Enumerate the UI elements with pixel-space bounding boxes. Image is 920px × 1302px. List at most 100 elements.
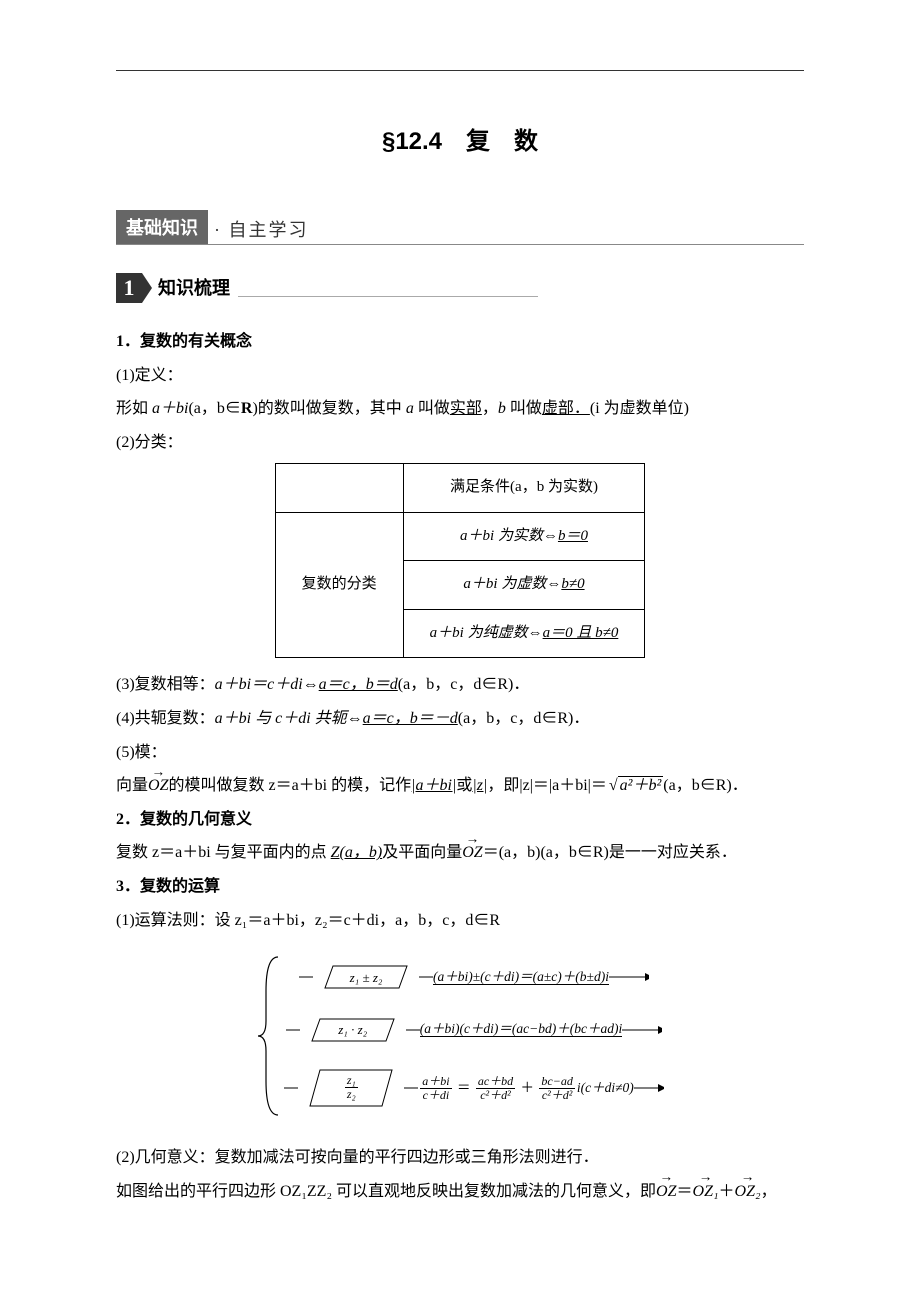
num: z₁	[345, 1074, 358, 1088]
vector-oz2: OZ₂	[735, 1175, 761, 1209]
section-sub: · 自主学习	[214, 216, 309, 244]
heading-3: 3．复数的运算	[116, 870, 804, 904]
para-def-label: (1)定义：	[116, 359, 804, 393]
formula: (a＋bi)(c＋di)＝(ac−bd)＋(bc＋ad)i	[420, 1015, 623, 1043]
sub-num-wrap: 1	[116, 273, 152, 303]
t: 形如	[116, 400, 152, 417]
radicand: a²＋b²	[618, 776, 664, 794]
var-a: a	[406, 400, 414, 417]
connector-icon	[419, 964, 433, 990]
t: a＋bi 为实数⇔	[460, 528, 558, 544]
num: bc−ad	[539, 1075, 574, 1089]
td-left: 复数的分类	[275, 512, 403, 658]
top-rule	[116, 70, 804, 71]
table-row: 满足条件(a，b 为实数)	[275, 464, 645, 513]
sub-label: 知识梳理	[158, 273, 230, 303]
box-label: z₁ z₂	[308, 1068, 394, 1108]
section-header: 基础知识 · 自主学习	[116, 210, 804, 245]
t: ，	[482, 400, 498, 417]
subsection-header: 1 知识梳理	[116, 273, 804, 303]
brace-icon	[256, 951, 284, 1121]
t: 叫做	[506, 400, 542, 417]
formula: (a＋bi)±(c＋di)＝(a±c)＋(b±d)i	[433, 963, 609, 991]
t: 及平面向量	[382, 844, 462, 861]
sqrt-icon: √a²＋b²	[607, 769, 663, 803]
den: c²＋d²	[478, 1089, 513, 1102]
parallelogram-icon: z₁ z₂	[308, 1068, 394, 1108]
t: (i 为虚数单位)	[590, 400, 689, 417]
th-cond: 满足条件(a，b 为实数)	[403, 464, 645, 513]
t: ，即|z|＝|a＋bi|＝	[487, 777, 606, 794]
para-class-label: (2)分类：	[116, 426, 804, 460]
para-def: 形如 a＋bi(a，b∈R)的数叫做复数，其中 a 叫做实部，b 叫做虚部．(i…	[116, 392, 804, 426]
t: ＝(a，b)(a，b∈R)是一一对应关系．	[483, 844, 737, 861]
para-5: 向量OZ的模叫做复数 z＝a＋bi 的模，记作|a＋bi|或|z|，即|z|＝|…	[116, 769, 804, 803]
td-r1: a＋bi 为实数⇔b＝0	[403, 512, 645, 561]
sub-triangle-icon	[142, 273, 152, 303]
rhs: (a＋bi)(c＋di)＝(ac−bd)＋(bc＋ad)i	[420, 1021, 623, 1037]
t: a＋bi 为纯虚数⇔	[430, 625, 543, 641]
u: a＝c，b＝d	[319, 676, 398, 693]
tail: (a，b，c，d∈R)．	[458, 710, 590, 727]
body: 1．复数的有关概念 (1)定义： 形如 a＋bi(a，b∈R)的数叫做复数，其中…	[116, 325, 804, 1208]
connector-icon	[299, 964, 313, 990]
expr: a＋bi 与 c＋di 共轭⇔	[215, 710, 363, 727]
rhs: (a＋bi)±(c＋di)＝(a±c)＋(b±d)i	[433, 969, 609, 985]
u: a＝0 且 b≠0	[543, 625, 619, 641]
frac: z₁ z₂	[345, 1074, 358, 1101]
t: 如图给出的平行四边形 OZ₁ZZ₂ 可以直观地反映出复数加减法的几何意义，即	[116, 1183, 656, 1200]
t: 向量	[116, 777, 148, 794]
t: 的模叫做复数 z＝a＋bi 的模，记作	[168, 777, 411, 794]
expr-abi: a＋bi	[152, 400, 188, 417]
sub-rule	[238, 273, 538, 297]
connector-icon	[286, 1017, 300, 1043]
u: b≠0	[561, 576, 584, 592]
ops-row-1: z₁ ± z₂ (a＋bi)±(c＋di)＝(a±c)＋(b±d)i	[284, 963, 664, 991]
t: a＋bi 为虚数⇔	[463, 576, 561, 592]
set-R: R	[241, 400, 253, 417]
plus: ＋	[719, 1183, 735, 1200]
para-4: (4)共轭复数：a＋bi 与 c＋di 共轭⇔a＝c，b＝－d(a，b，c，d∈…	[116, 702, 804, 736]
ops-rows: z₁ ± z₂ (a＋bi)±(c＋di)＝(a±c)＋(b±d)i z₁ · …	[284, 951, 664, 1121]
u-real: 实部	[450, 400, 482, 417]
vector-oz: OZ	[148, 769, 168, 803]
td-r2: a＋bi 为虚数⇔b≠0	[403, 561, 645, 610]
box-label: z₁ ± z₂	[323, 964, 409, 990]
frac2: bc−ad c²＋d²	[539, 1075, 574, 1102]
expr: a＋bi＝c＋di⇔	[215, 676, 319, 693]
u: b＝0	[558, 528, 588, 544]
eq: ＝	[454, 1080, 474, 1095]
vector-oz1: OZ₁	[693, 1175, 719, 1209]
t: 或	[456, 777, 472, 794]
arrow-icon	[622, 1017, 662, 1043]
den: c²＋d²	[540, 1089, 575, 1102]
frac1: ac＋bd c²＋d²	[476, 1075, 515, 1102]
t: (a，b∈R)．	[663, 777, 747, 794]
eq: ＝	[677, 1183, 693, 1200]
ops-diagram: z₁ ± z₂ (a＋bi)±(c＋di)＝(a±c)＋(b±d)i z₁ · …	[116, 951, 804, 1121]
connector-icon	[284, 1068, 298, 1108]
formula: a＋bi c＋di ＝ ac＋bd c²＋d² ＋ bc−ad c²＋d² i(…	[418, 1074, 634, 1103]
sub-number: 1	[116, 273, 142, 303]
lbl: (4)共轭复数：	[116, 710, 215, 727]
para-3: (3)复数相等：a＋bi＝c＋di⇔a＝c，b＝d(a，b，c，d∈R)．	[116, 668, 804, 702]
para-7: (1)运算法则：设 z₁＝a＋bi，z₂＝c＋di，a，b，c，d∈R	[116, 904, 804, 938]
classification-table: 满足条件(a，b 为实数) 复数的分类 a＋bi 为实数⇔b＝0 a＋bi 为虚…	[275, 463, 646, 658]
tail: i(c＋di≠0)	[577, 1080, 634, 1095]
vector-oz: OZ	[462, 836, 482, 870]
tail: (a，b，c，d∈R)．	[398, 676, 530, 693]
arrow-icon	[634, 1068, 664, 1108]
den: c＋di	[421, 1089, 452, 1102]
td-r3: a＋bi 为纯虚数⇔a＝0 且 b≠0	[403, 609, 645, 658]
ops-row-2: z₁ · z₂ (a＋bi)(c＋di)＝(ac−bd)＋(bc＋ad)i	[284, 1015, 664, 1043]
ops-row-3: z₁ z₂ a＋bi c＋di ＝ ac＋bd c²＋d²	[284, 1068, 664, 1108]
arrow-icon	[609, 964, 649, 990]
u: |a＋bi|	[411, 777, 456, 794]
para-6: 复数 z＝a＋bi 与复平面内的点 Z(a，b)及平面向量OZ＝(a，b)(a，…	[116, 836, 804, 870]
heading-2: 2．复数的几何意义	[116, 803, 804, 837]
section-box: 基础知识	[116, 210, 208, 244]
parallelogram-icon: z₁ · z₂	[310, 1017, 396, 1043]
para-9: 如图给出的平行四边形 OZ₁ZZ₂ 可以直观地反映出复数加减法的几何意义，即 OZ…	[116, 1175, 804, 1209]
lbl: (3)复数相等：	[116, 676, 215, 693]
parallelogram-icon: z₁ ± z₂	[323, 964, 409, 990]
